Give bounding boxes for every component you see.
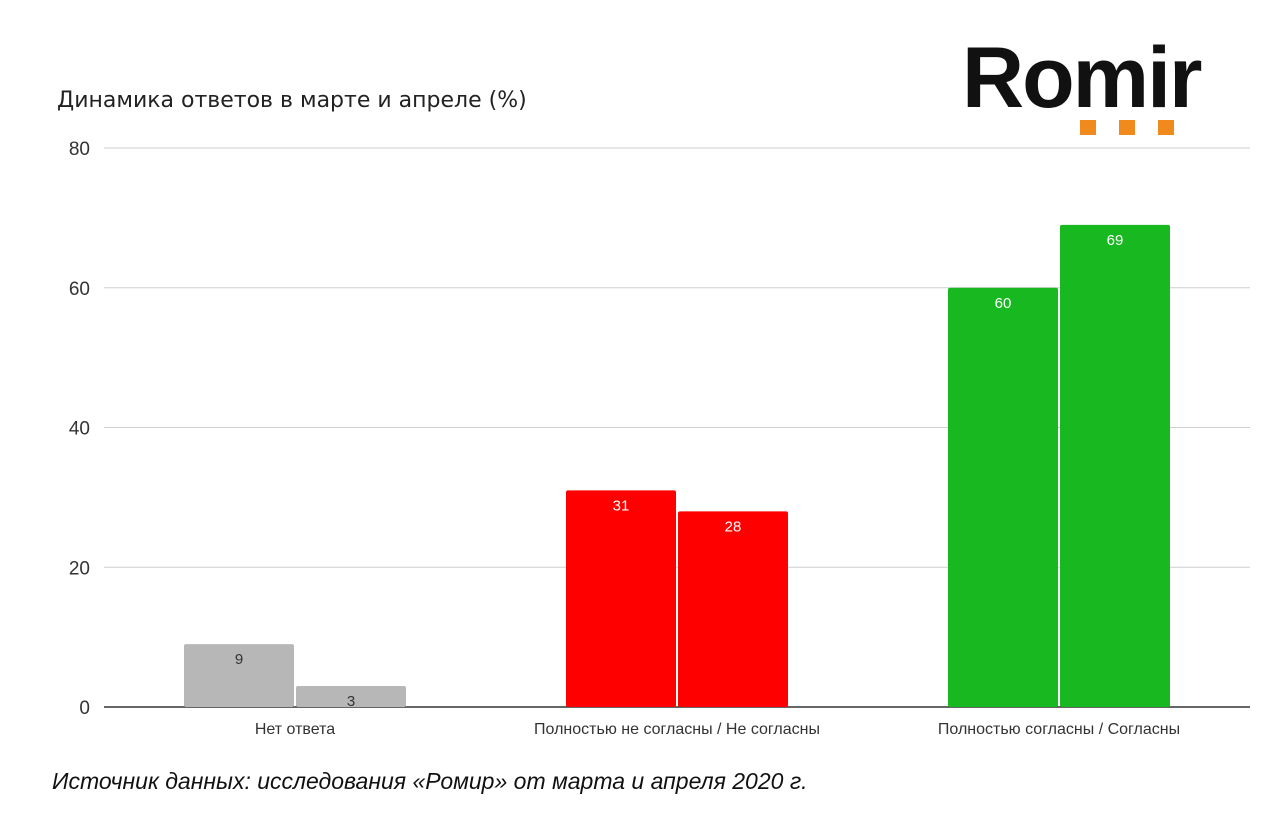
- logo-dots: [1080, 120, 1197, 140]
- x-tick-label: Нет ответа: [255, 721, 335, 738]
- y-tick-label: 40: [69, 419, 90, 440]
- y-tick-label: 20: [69, 558, 90, 579]
- bar: [184, 644, 294, 707]
- y-tick-label: 80: [69, 139, 90, 160]
- bar: [1060, 224, 1170, 708]
- chart-title: Динамика ответов в марте и апреле (%): [57, 88, 527, 113]
- y-tick-label: 60: [69, 279, 90, 300]
- y-tick-label: 0: [79, 698, 90, 719]
- bar: [678, 511, 788, 707]
- bar-chart: 0 20 40 60 80 9 3 Нет ответа 31 28 Полностью не со…: [69, 139, 1250, 738]
- x-tick-label: Полностью согласны / Согласны: [938, 721, 1180, 738]
- logo-text: Romir: [962, 30, 1202, 126]
- data-label: 9: [235, 651, 243, 668]
- data-label: 60: [995, 295, 1012, 312]
- bar: [566, 490, 676, 707]
- x-tick-label: Полностью не согласны / Не согласны: [534, 721, 820, 738]
- logo-dot: [1080, 120, 1096, 135]
- data-label: 31: [613, 497, 630, 514]
- data-label: 3: [347, 693, 355, 710]
- bar: [296, 686, 406, 707]
- romir-logo: Romir: [962, 30, 1232, 140]
- data-label: 28: [725, 518, 742, 535]
- data-label: 69: [1107, 232, 1124, 249]
- logo-dot: [1119, 120, 1135, 135]
- bar: [948, 287, 1058, 707]
- source-note: Источник данных: исследования «Ромир» от…: [52, 768, 808, 794]
- logo-dot: [1158, 120, 1174, 135]
